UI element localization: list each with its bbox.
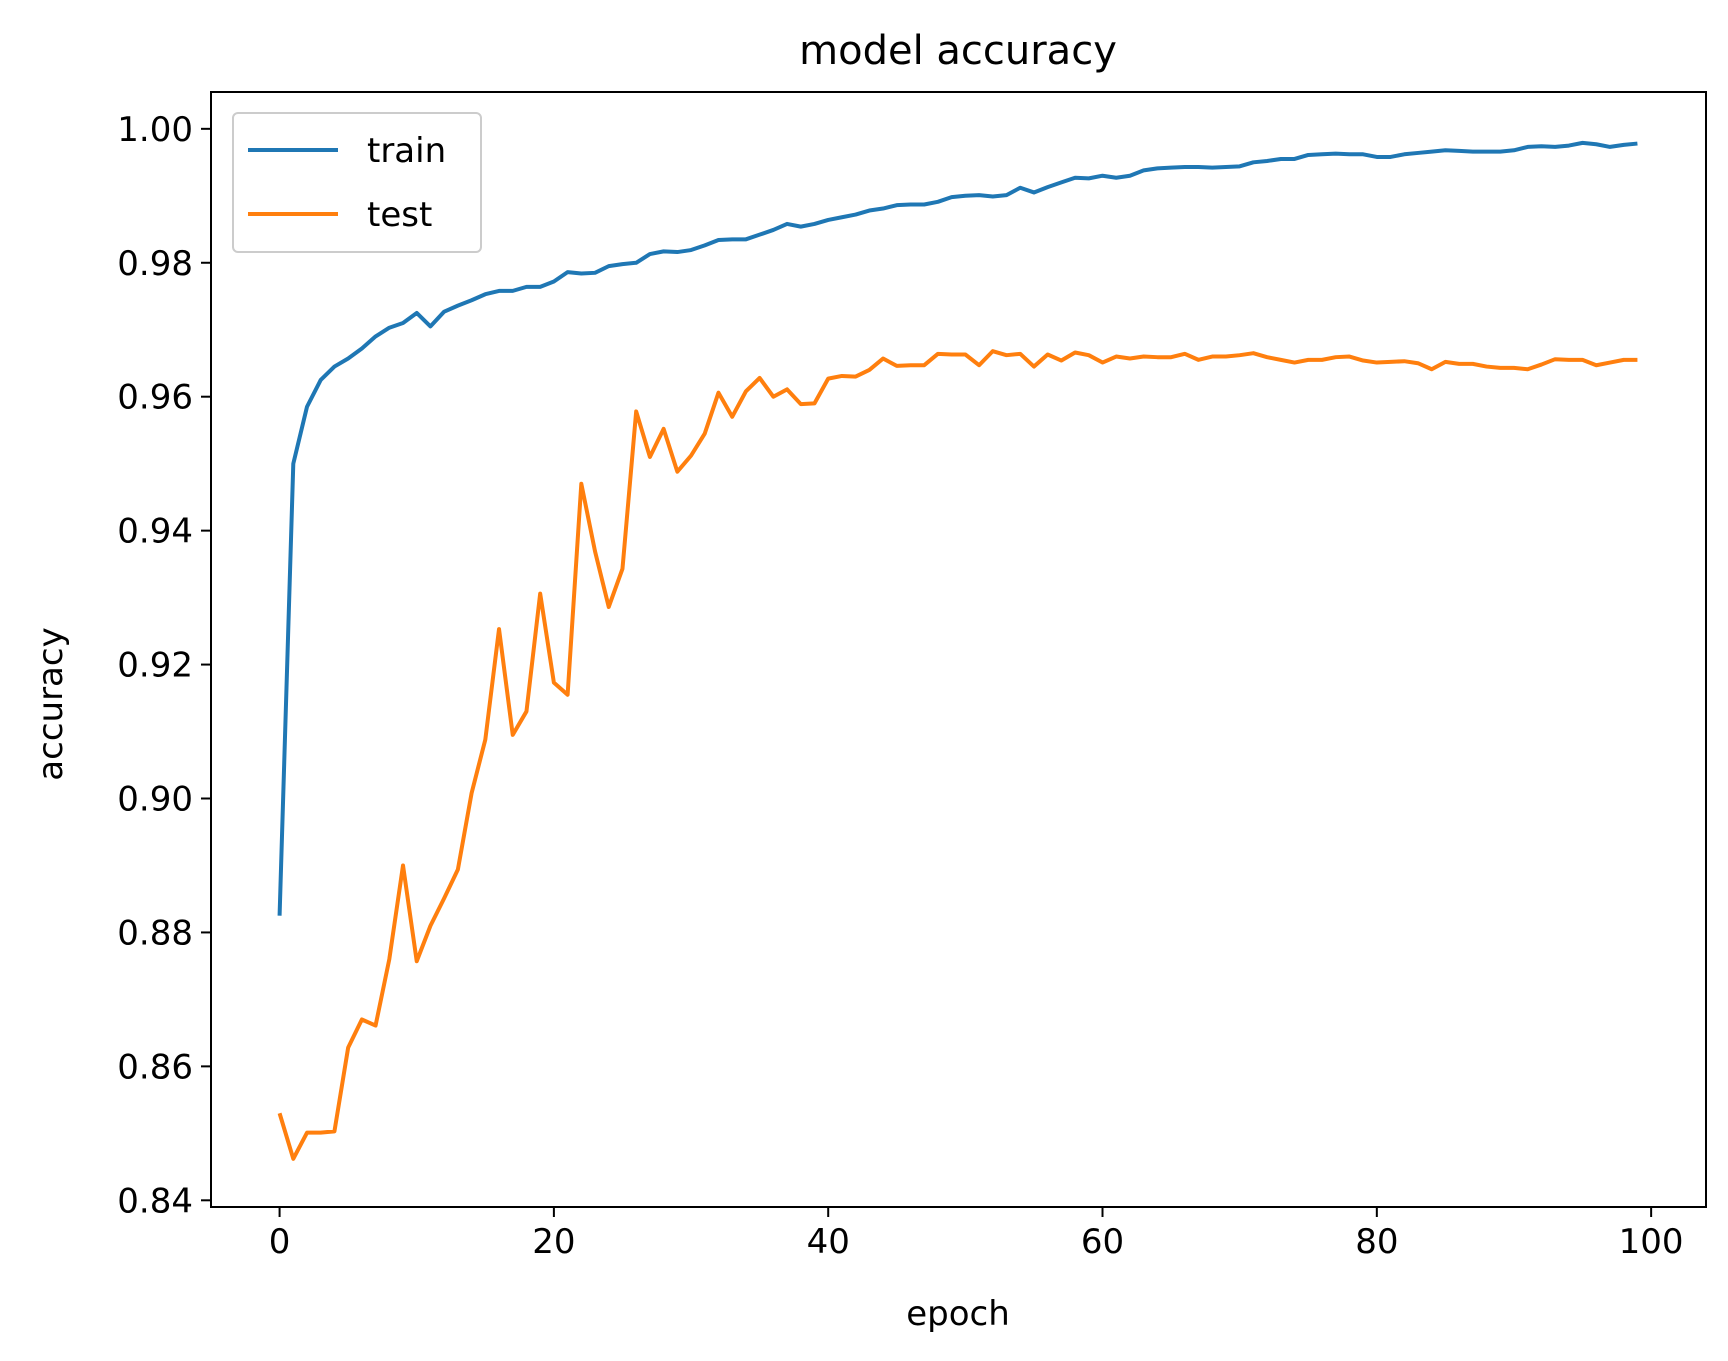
y-axis-title: accuracy xyxy=(31,627,71,780)
axis-layer: 0 20 40 60 80 100 0.84 0.86 0.88 0.90 0.92 0.94 0.96… xyxy=(117,110,1683,1262)
test-legend-label: test xyxy=(367,195,432,235)
legend: train test xyxy=(232,112,482,253)
y-tick-label: 1.00 xyxy=(117,110,193,150)
plot-frame xyxy=(210,91,1707,1208)
y-tick-label: 0.94 xyxy=(117,512,193,552)
train-legend-label: train xyxy=(367,131,446,171)
y-tick-label: 0.92 xyxy=(117,646,193,686)
x-tick-label: 40 xyxy=(807,1222,850,1262)
x-tick-label: 20 xyxy=(532,1222,575,1262)
series-layer xyxy=(277,140,1638,1161)
y-tick-label: 0.98 xyxy=(117,244,193,284)
legend-box xyxy=(232,112,482,253)
y-tick-label: 0.88 xyxy=(117,913,193,953)
y-tick-label: 0.90 xyxy=(117,780,193,820)
y-tick-label: 0.86 xyxy=(117,1047,193,1087)
y-tick-label: 0.96 xyxy=(117,378,193,418)
x-tick-label: 100 xyxy=(1619,1222,1684,1262)
x-tick-label: 60 xyxy=(1081,1222,1124,1262)
chart-title: model accuracy xyxy=(799,28,1117,74)
y-tick-label: 0.84 xyxy=(117,1181,193,1221)
x-tick-label: 0 xyxy=(269,1222,291,1262)
x-axis-title: epoch xyxy=(906,1294,1010,1334)
plot-area xyxy=(211,92,1706,1207)
train-series-line xyxy=(277,140,1638,916)
test-series-line xyxy=(277,349,1638,1161)
x-tick-label: 80 xyxy=(1355,1222,1398,1262)
